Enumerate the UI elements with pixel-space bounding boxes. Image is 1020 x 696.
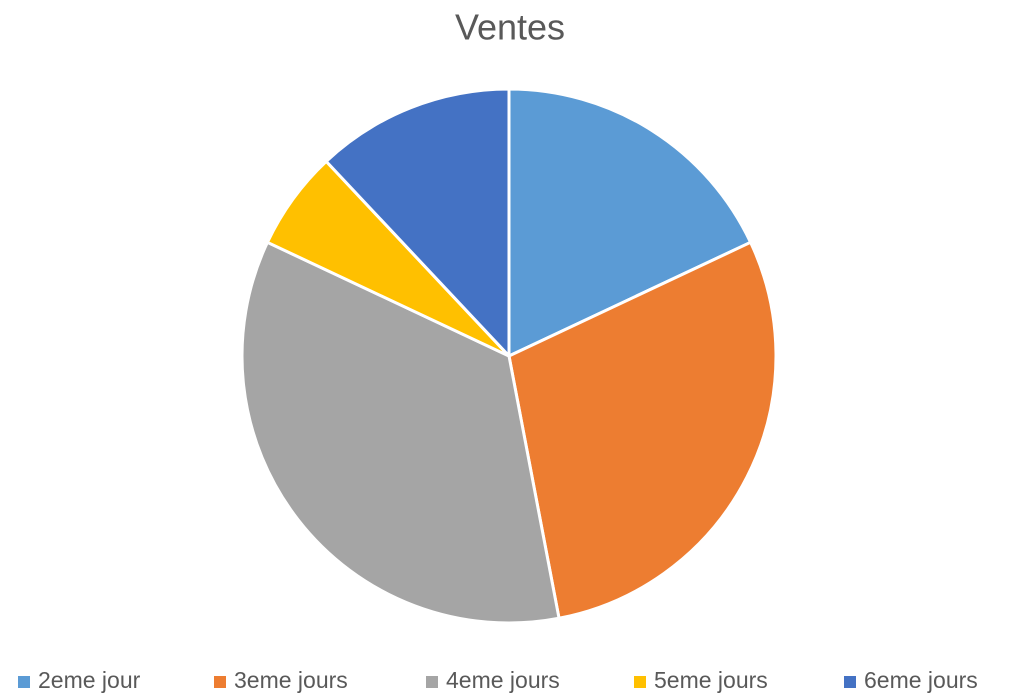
pie-slice	[507, 240, 778, 620]
chart-title: Ventes	[455, 7, 565, 48]
legend-marker	[18, 676, 30, 688]
legend-marker	[844, 676, 856, 688]
legend-label: 2eme jour	[38, 667, 141, 693]
pie-slice	[507, 87, 753, 358]
legend-label: 4eme jours	[446, 667, 560, 693]
legend-label: 5eme jours	[654, 667, 768, 693]
legend-marker	[634, 676, 646, 688]
legend-marker	[426, 676, 438, 688]
legend-marker	[214, 676, 226, 688]
legend-label: 3eme jours	[234, 667, 348, 693]
pie-slice	[240, 240, 561, 625]
pie-slice	[324, 87, 511, 358]
legend-label: 6eme jours	[864, 667, 978, 693]
